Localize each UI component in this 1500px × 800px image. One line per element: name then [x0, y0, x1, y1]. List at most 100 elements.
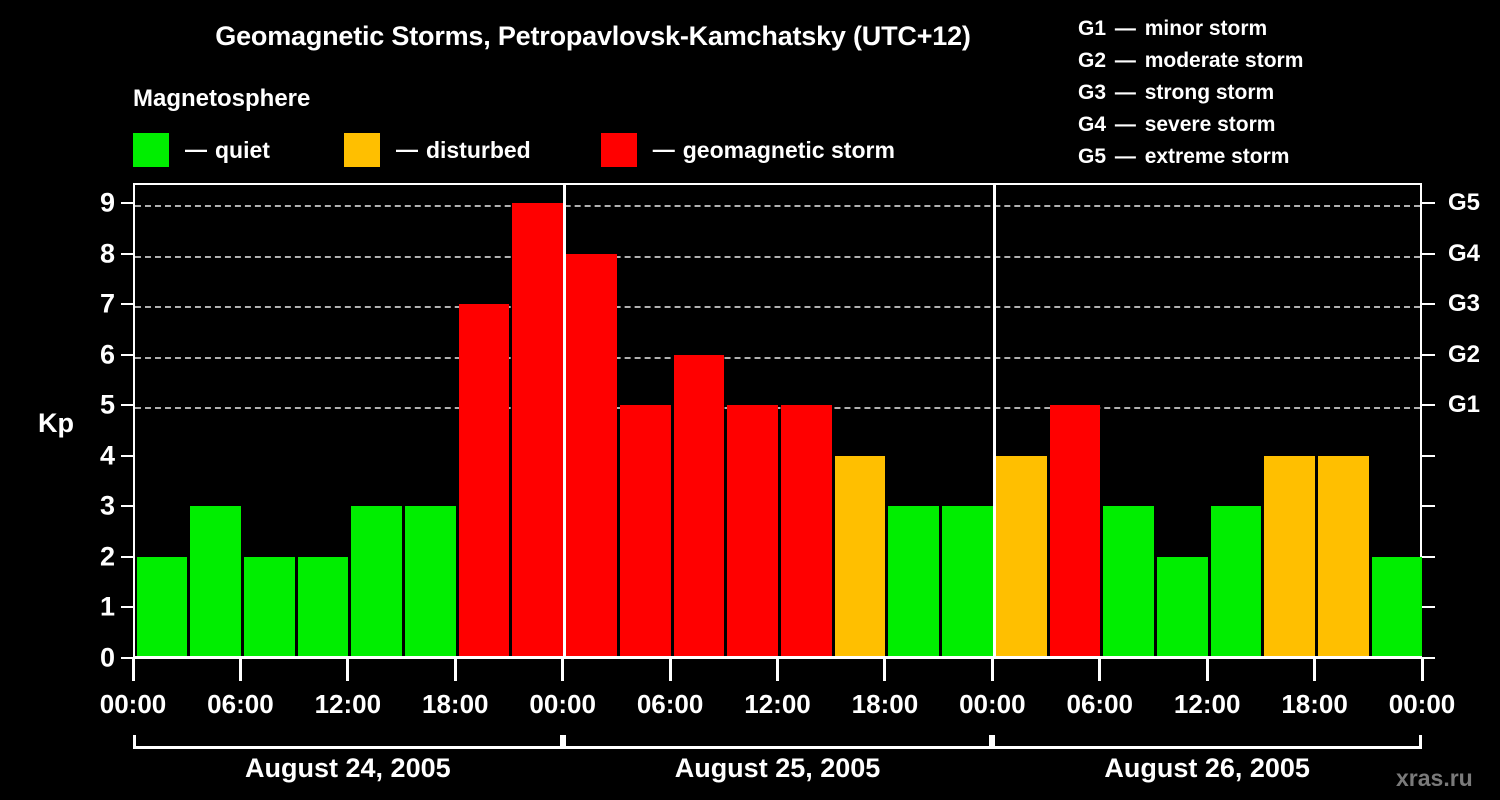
- bar[interactable]: [834, 455, 886, 658]
- x-tick-mark: [1205, 659, 1209, 681]
- gridline-kp-9: [135, 205, 1420, 207]
- gscale-description: extreme storm: [1144, 145, 1290, 168]
- y-tick-mark: [121, 303, 133, 306]
- y-tick-mark-right: [1422, 606, 1435, 609]
- y-tick-label: 0: [99, 642, 115, 673]
- y-tick-label: 6: [99, 339, 115, 370]
- bar[interactable]: [1049, 405, 1101, 658]
- bar[interactable]: [351, 506, 403, 658]
- x-tick-label: 18:00: [422, 689, 489, 719]
- bar[interactable]: [1318, 455, 1369, 658]
- y-tick-label: 9: [99, 187, 115, 218]
- y-tick-mark-right: [1422, 404, 1435, 407]
- y-tick-mark: [121, 606, 133, 609]
- legend-label: geomagnetic storm: [682, 136, 895, 163]
- y-tick-label: 2: [99, 541, 115, 572]
- y-tick-mark-right: [1422, 252, 1435, 255]
- bar[interactable]: [942, 506, 993, 658]
- y-tick-label: 5: [99, 389, 115, 420]
- day-label: August 24, 2005: [245, 753, 451, 783]
- g-scale-label-g1: G1: [1448, 391, 1481, 419]
- x-tick-mark: [561, 659, 565, 681]
- gscale-row-g3: G3 — strong storm: [1078, 77, 1498, 109]
- y-tick-mark-right: [1422, 555, 1435, 558]
- x-tick-label: 18:00: [1281, 689, 1348, 719]
- bar[interactable]: [1264, 455, 1316, 658]
- bar[interactable]: [995, 455, 1047, 658]
- y-tick-label: 4: [99, 440, 115, 471]
- gscale-code: G1: [1078, 17, 1107, 40]
- y-tick-mark-right: [1422, 454, 1435, 457]
- bar[interactable]: [405, 506, 456, 658]
- gridline-kp-6: [135, 356, 1420, 359]
- y-axis-label: Kp: [38, 408, 74, 438]
- bar[interactable]: [136, 556, 188, 658]
- x-tick-label: 12:00: [1173, 689, 1241, 719]
- y-tick-mark: [121, 404, 133, 407]
- day-separators: [135, 185, 1420, 658]
- magnetosphere-label: Magnetosphere: [133, 85, 311, 112]
- gscale-dash: —: [1109, 49, 1142, 72]
- x-tick-label: 00:00: [529, 689, 596, 719]
- bar[interactable]: [619, 405, 671, 658]
- g-scale-label-g3: G3: [1448, 290, 1481, 318]
- legend-swatch-disturbed: [343, 133, 380, 167]
- gscale-code: G4: [1078, 113, 1107, 136]
- gscale-description: strong storm: [1144, 81, 1275, 104]
- x-tick-mark: [238, 659, 242, 681]
- y-tick-label: 7: [99, 288, 115, 319]
- gscale-description: severe storm: [1144, 113, 1276, 136]
- bar[interactable]: [1371, 556, 1423, 658]
- x-tick-label: 00:00: [1388, 689, 1456, 719]
- legend-label: quiet: [215, 136, 270, 163]
- gscale-code: G2: [1078, 49, 1107, 72]
- day-bracket: [562, 735, 993, 749]
- gscale-dash: —: [1109, 113, 1142, 136]
- gscale-row-g4: G4 — severe storm: [1078, 109, 1498, 141]
- x-tick-label: 06:00: [207, 689, 274, 719]
- y-tick-mark-right: [1422, 202, 1435, 204]
- bar[interactable]: [673, 354, 725, 658]
- color-legend: — quiet — disturbed — geomagnetic storm: [133, 132, 895, 168]
- bar[interactable]: [1156, 556, 1208, 658]
- y-tick-mark-right: [1422, 303, 1435, 306]
- gridline-kp-8: [135, 255, 1420, 258]
- y-tick-mark: [121, 202, 133, 204]
- bar[interactable]: [512, 203, 564, 658]
- bar[interactable]: [190, 506, 241, 658]
- gridline-kp-7: [135, 306, 1420, 309]
- legend-item-quiet[interactable]: — quiet: [133, 133, 270, 167]
- bar[interactable]: [1210, 506, 1262, 658]
- plot-area: [133, 183, 1423, 658]
- legend-swatch-quiet: [133, 133, 169, 167]
- bar[interactable]: [458, 304, 510, 658]
- day-separator: [992, 185, 996, 658]
- x-tick-mark: [131, 659, 135, 681]
- x-tick-label: 12:00: [314, 689, 382, 719]
- x-tick-label: 18:00: [851, 689, 919, 719]
- bar[interactable]: [243, 556, 295, 658]
- bar[interactable]: [727, 405, 778, 658]
- x-tick-label: 06:00: [1066, 689, 1134, 719]
- day-label: August 25, 2005: [674, 753, 881, 783]
- gscale-code: G3: [1078, 81, 1107, 104]
- bar[interactable]: [781, 405, 832, 658]
- bar[interactable]: [888, 506, 940, 658]
- y-tick-mark-right: [1422, 353, 1435, 356]
- x-axis-line: [133, 656, 1422, 659]
- x-tick-mark: [1420, 659, 1424, 681]
- x-tick-label: 00:00: [99, 689, 167, 719]
- gscale-row-g2: G2 — moderate storm: [1078, 45, 1498, 77]
- legend-dash: —: [185, 137, 207, 162]
- day-bracket: [992, 735, 1422, 749]
- x-tick-mark: [883, 659, 887, 681]
- x-tick-mark: [1098, 659, 1102, 681]
- bar[interactable]: [297, 556, 349, 658]
- day-bracket: [133, 735, 563, 749]
- bar[interactable]: [1103, 506, 1154, 658]
- bar[interactable]: [566, 253, 617, 658]
- legend-item-geomagnetic[interactable]: — geomagnetic storm: [600, 133, 895, 167]
- gscale-description: minor storm: [1144, 17, 1268, 40]
- legend-item-disturbed[interactable]: — disturbed: [343, 133, 531, 167]
- legend-swatch-geomagnetic: [600, 133, 637, 167]
